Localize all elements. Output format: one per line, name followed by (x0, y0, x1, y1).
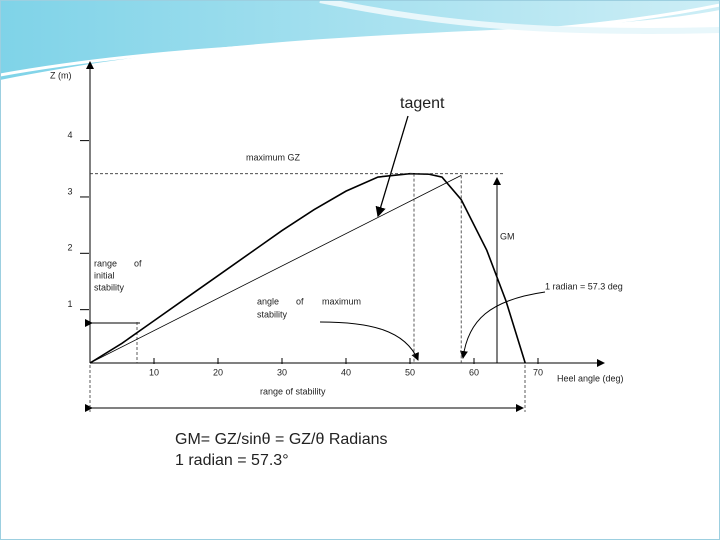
annotation: 1 radian = 57.3 deg (545, 281, 623, 291)
gz-curve (89, 172, 526, 364)
y-axis-label: Z (m) (50, 70, 72, 80)
annotation: maximum GZ (246, 152, 301, 162)
x-tick-label: 60 (469, 367, 479, 377)
annotation: angle (257, 296, 279, 306)
x-axis-label: Heel angle (deg) (557, 373, 624, 383)
annotation: of (296, 296, 304, 306)
x-tick-label: 10 (149, 367, 159, 377)
x-tick-label: 70 (533, 367, 543, 377)
y-tick-label: 1 (67, 299, 72, 309)
annotation: tagent (400, 95, 445, 112)
y-tick-label: 3 (67, 186, 72, 196)
annotation: maximum (322, 296, 361, 306)
header-stripe (0, 3, 720, 77)
formula: 1 radian = 57.3° (175, 452, 289, 469)
annotation: GM (500, 231, 515, 241)
arrow (459, 291, 546, 359)
x-tick-label: 50 (405, 367, 415, 377)
arrow (319, 321, 419, 361)
formula: GM= GZ/sinθ = GZ/θ Radians (175, 431, 388, 448)
annotation: of (134, 258, 142, 268)
x-tick-label: 20 (213, 367, 223, 377)
annotation: stability (94, 282, 125, 292)
annotation: range of stability (260, 386, 326, 396)
x-tick-label: 40 (341, 367, 351, 377)
header-stripe (319, 0, 720, 34)
annotation: range (94, 258, 117, 268)
annotation: stability (257, 309, 288, 319)
y-tick-label: 2 (67, 243, 72, 253)
tangent-line (89, 175, 462, 364)
arrow (375, 115, 409, 218)
x-tick-label: 30 (277, 367, 287, 377)
annotation: initial (94, 270, 115, 280)
y-tick-label: 4 (67, 130, 72, 140)
header-wave (0, 0, 720, 80)
